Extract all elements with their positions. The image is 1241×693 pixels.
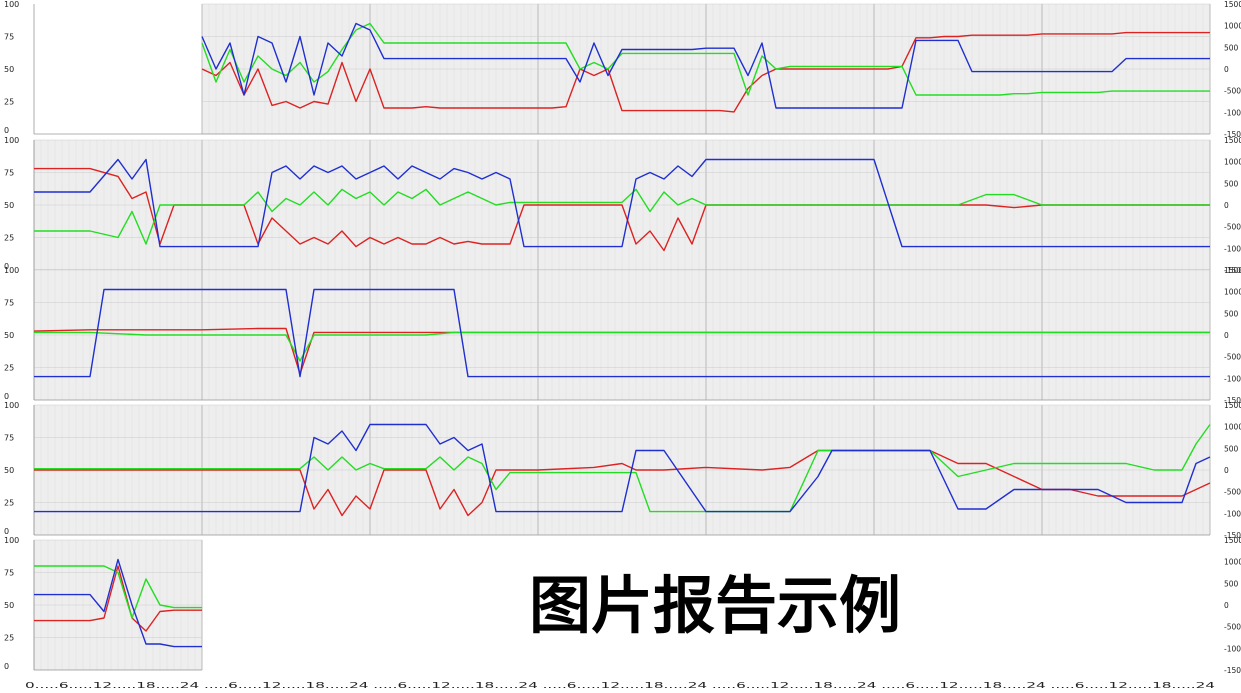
series-line-green bbox=[34, 188, 1210, 245]
right-tick-label: -1500 bbox=[1224, 396, 1241, 405]
x-axis-hour-labels: 0.....6.....12.....18.....24 .....6.....… bbox=[25, 680, 1215, 690]
chart-row-3: 0 25 50 75 100 -1500 -1000 -500 0 500 1000 1500 bbox=[4, 266, 1241, 405]
right-tick-label: 0 bbox=[1224, 466, 1229, 475]
right-tick-label: -1000 bbox=[1224, 108, 1241, 117]
series-line-red bbox=[34, 449, 1211, 517]
series-line-red bbox=[201, 31, 1210, 113]
right-tick-label: 500 bbox=[1224, 579, 1239, 588]
right-tick-label: 0 bbox=[1224, 601, 1229, 610]
right-tick-label: -500 bbox=[1224, 623, 1241, 632]
right-tick-label: 1500 bbox=[1224, 136, 1241, 145]
chart-caption: 图片报告示例 bbox=[529, 569, 901, 642]
right-tick-label: 500 bbox=[1224, 444, 1239, 453]
left-tick-label: 25 bbox=[4, 234, 14, 243]
left-tick-label: 0 bbox=[4, 527, 9, 536]
left-tick-label: 100 bbox=[4, 266, 19, 275]
left-tick-label: 75 bbox=[4, 299, 14, 308]
right-tick-label: 1000 bbox=[1224, 158, 1241, 167]
right-tick-label: 1500 bbox=[1224, 536, 1241, 545]
left-tick-label: 75 bbox=[4, 33, 14, 42]
right-tick-label: 1000 bbox=[1224, 423, 1241, 432]
right-tick-label: 0 bbox=[1224, 201, 1229, 210]
left-tick-label: 75 bbox=[4, 434, 14, 443]
left-tick-label: 100 bbox=[4, 536, 19, 545]
left-tick-label: 75 bbox=[4, 169, 14, 178]
chart-row-5: 0 25 50 75 100 -1500 -1000 -500 0 500 1000 1500 bbox=[4, 536, 1241, 675]
right-tick-label: 1500 bbox=[1224, 0, 1241, 9]
series-line-green bbox=[34, 424, 1211, 513]
right-tick-label: -500 bbox=[1224, 223, 1241, 232]
left-tick-label: 75 bbox=[4, 569, 14, 578]
left-tick-label: 0 bbox=[4, 262, 9, 271]
x-axis: 0.....6.....12.....18.....24 .....6.....… bbox=[25, 680, 1215, 690]
series-line-green bbox=[34, 331, 1210, 362]
right-tick-label: -1500 bbox=[1224, 130, 1241, 139]
right-tick-label: 1500 bbox=[1224, 401, 1241, 410]
right-tick-label: 0 bbox=[1224, 331, 1229, 340]
series-line-blue bbox=[34, 558, 202, 648]
left-tick-label: 0 bbox=[4, 392, 9, 401]
right-tick-label: -500 bbox=[1224, 87, 1241, 96]
right-tick-label: 500 bbox=[1224, 179, 1239, 188]
left-tick-label: 25 bbox=[4, 634, 14, 643]
left-tick-label: 50 bbox=[4, 65, 14, 74]
series-line-red bbox=[34, 565, 202, 632]
right-tick-label: -1000 bbox=[1224, 244, 1241, 253]
series-line-blue bbox=[201, 22, 1210, 109]
right-tick-label: 1500 bbox=[1224, 266, 1241, 275]
right-tick-label: -1000 bbox=[1224, 509, 1241, 518]
right-tick-label: -1500 bbox=[1224, 531, 1241, 540]
right-tick-label: -1500 bbox=[1224, 266, 1241, 275]
right-tick-label: 1000 bbox=[1224, 22, 1241, 31]
left-tick-label: 50 bbox=[4, 601, 14, 610]
left-tick-label: 100 bbox=[4, 401, 19, 410]
right-tick-label: 0 bbox=[1224, 65, 1229, 74]
left-tick-label: 0 bbox=[4, 126, 9, 135]
series-line-green bbox=[201, 22, 1210, 96]
chart-row-2: 0 25 50 75 100 -1500 -1000 -500 0 500 1000 1500 bbox=[4, 136, 1241, 275]
left-tick-label: 50 bbox=[4, 331, 14, 340]
series-line-blue bbox=[34, 423, 1211, 513]
right-tick-label: -1000 bbox=[1224, 374, 1241, 383]
series-line-green bbox=[34, 565, 202, 619]
series-line-blue bbox=[34, 158, 1210, 248]
right-tick-label: 500 bbox=[1224, 43, 1239, 52]
left-tick-label: 25 bbox=[4, 364, 14, 373]
left-tick-label: 25 bbox=[4, 98, 14, 107]
right-tick-label: -500 bbox=[1224, 488, 1241, 497]
right-tick-label: -1500 bbox=[1224, 666, 1241, 675]
chart-row-4: 0 25 50 75 100 -1500 -1000 -500 0 500 1000 1500 bbox=[4, 401, 1241, 540]
left-tick-label: 25 bbox=[4, 499, 14, 508]
chart-panels: 0255075100-1500-1000-5000500100015000255… bbox=[4, 0, 1241, 675]
left-tick-label: 0 bbox=[4, 662, 9, 671]
right-tick-label: 1000 bbox=[1224, 288, 1241, 297]
chart-row-1: 0 25 50 75 100 -1500 -1000 -500 0 500 1000 1500 bbox=[4, 0, 1241, 139]
left-tick-label: 50 bbox=[4, 466, 14, 475]
left-tick-label: 100 bbox=[4, 136, 19, 145]
right-tick-label: -1000 bbox=[1224, 644, 1241, 653]
right-tick-label: 1000 bbox=[1224, 558, 1241, 567]
right-tick-label: -500 bbox=[1224, 353, 1241, 362]
series-line-blue bbox=[34, 288, 1210, 378]
left-tick-label: 50 bbox=[4, 201, 14, 210]
right-tick-label: 500 bbox=[1224, 309, 1239, 318]
left-tick-label: 100 bbox=[4, 0, 19, 9]
